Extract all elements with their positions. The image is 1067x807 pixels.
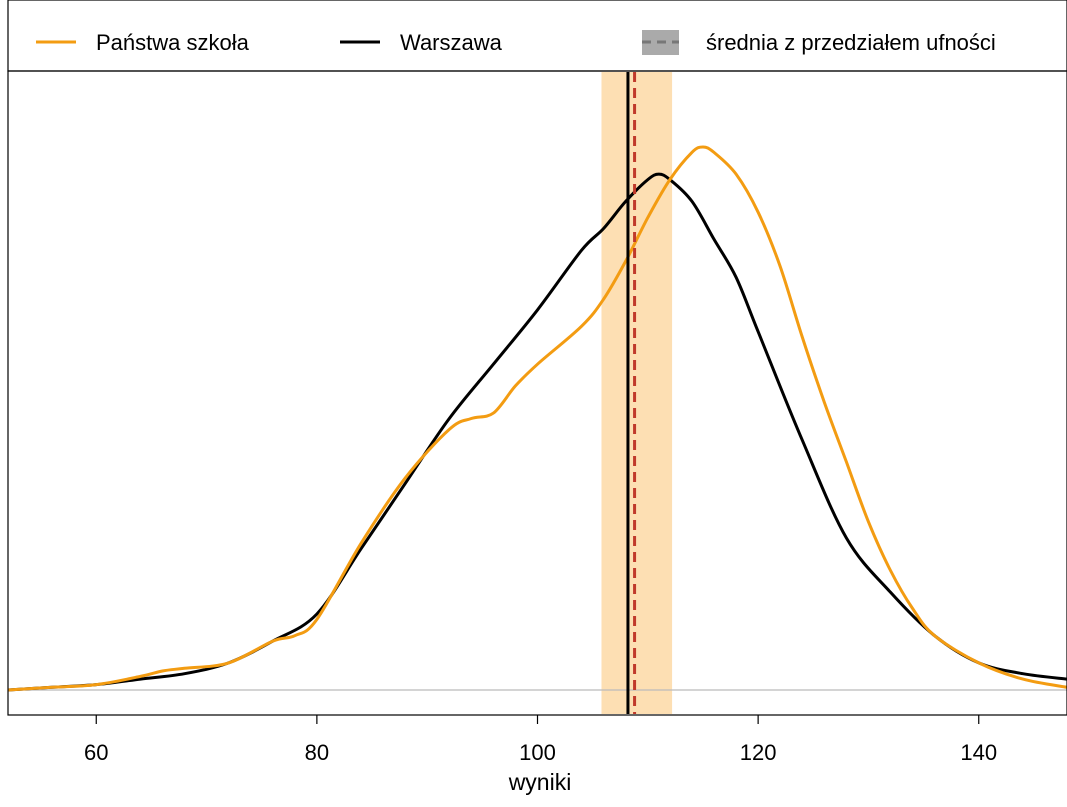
legend-box	[7, 0, 1067, 72]
x-tick-label: 80	[305, 740, 329, 765]
legend-label-warsaw: Warszawa	[400, 30, 503, 55]
legend-item-mean-ci: średnia z przedziałem ufności	[642, 30, 996, 55]
plot-border	[7, 70, 1067, 716]
legend-label-mean-ci: średnia z przedziałem ufności	[706, 30, 996, 55]
x-tick-label: 60	[84, 740, 108, 765]
x-tick-label: 120	[740, 740, 777, 765]
legend-item-warsaw: Warszawa	[340, 30, 503, 55]
x-axis: 60 80 100 120 140	[84, 715, 997, 765]
x-tick-label: 100	[519, 740, 556, 765]
density-line-warsaw	[8, 172, 1067, 692]
x-tick-label: 140	[960, 740, 997, 765]
x-axis-title: wyniki	[508, 769, 572, 795]
confidence-band	[601, 72, 673, 714]
plot-area	[8, 72, 1067, 714]
legend-item-school: Państwa szkoła	[36, 30, 250, 55]
density-line-school	[8, 145, 1067, 692]
legend-label-school: Państwa szkoła	[96, 30, 250, 55]
